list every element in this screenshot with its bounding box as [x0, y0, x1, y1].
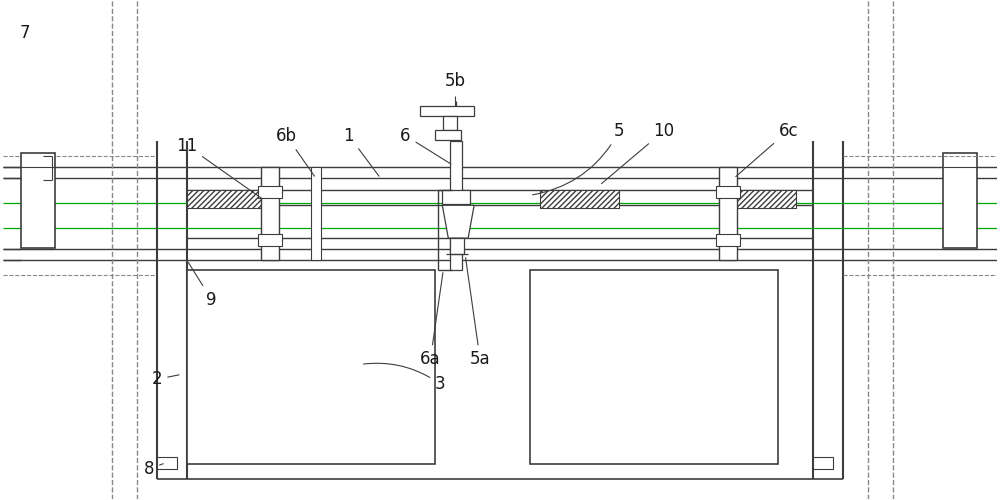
- Text: 5: 5: [533, 122, 625, 195]
- Bar: [258, 186, 282, 198]
- Bar: [258, 234, 282, 246]
- Bar: [719, 190, 796, 208]
- Bar: [450, 140, 462, 270]
- Bar: [21, 152, 55, 248]
- Bar: [311, 168, 321, 260]
- Bar: [943, 152, 977, 248]
- Bar: [813, 457, 833, 469]
- Text: 10: 10: [602, 122, 675, 184]
- Bar: [443, 116, 457, 130]
- Bar: [540, 190, 619, 208]
- Bar: [716, 186, 740, 198]
- Text: 6: 6: [400, 126, 451, 164]
- Text: 6a: 6a: [420, 272, 443, 368]
- Text: 1: 1: [344, 126, 379, 176]
- Bar: [420, 106, 474, 116]
- Text: 5a: 5a: [466, 258, 490, 368]
- Text: 5b: 5b: [445, 72, 466, 90]
- Text: 9: 9: [188, 262, 217, 308]
- Text: 8: 8: [144, 460, 163, 478]
- Text: 6b: 6b: [276, 126, 314, 176]
- Bar: [716, 234, 740, 246]
- Text: 7: 7: [19, 24, 30, 42]
- Bar: [450, 238, 464, 254]
- Bar: [261, 168, 279, 260]
- Bar: [187, 190, 264, 208]
- Bar: [157, 457, 177, 469]
- Polygon shape: [442, 205, 474, 238]
- Text: 6c: 6c: [736, 122, 798, 176]
- Text: 3: 3: [364, 363, 446, 393]
- Text: 2: 2: [152, 370, 179, 388]
- Bar: [442, 190, 470, 204]
- Bar: [530, 270, 778, 464]
- Bar: [187, 270, 435, 464]
- Bar: [719, 168, 737, 260]
- Bar: [435, 130, 461, 140]
- Text: 11: 11: [176, 136, 262, 198]
